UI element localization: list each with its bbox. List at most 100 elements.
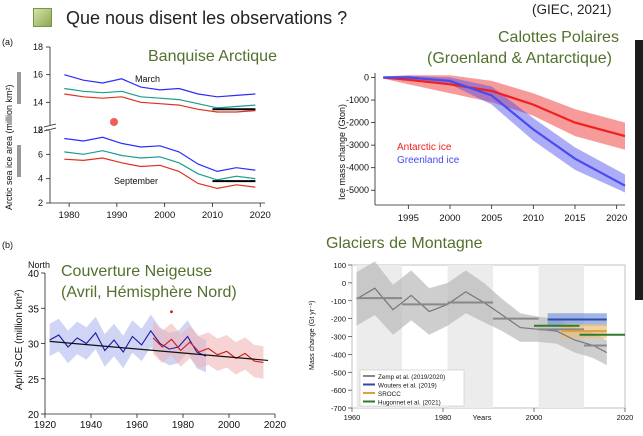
glacier-legend-box (359, 369, 465, 407)
ice-sheet-chart: 0 -1000 -2000 -3000 -4000 -5000 1995 2000 2005 20… (337, 73, 627, 224)
glacier-x-axis-label: Years (473, 413, 492, 422)
arctic-y-tick-label: 16 (33, 70, 43, 80)
arctic-scale-bar (17, 72, 21, 104)
arctic-x-tick-label: 2020 (250, 210, 271, 221)
slide-title: Que nous disent les observations ? (66, 8, 348, 28)
glacier-y-tick-label: -100 (331, 297, 346, 306)
arctic-x-tick-label: 1990 (106, 210, 127, 221)
glacier-legend-entry: SROCC (378, 391, 401, 398)
snow-x-tick-label: 1980 (172, 420, 195, 431)
arctic-march-series-line (64, 87, 256, 109)
arctic-scale-bar (17, 145, 21, 177)
snow-chart: (b) North 20 25 30 35 40 1920 1940 1960 1980 2000 20… (2, 240, 287, 431)
snow-title-2: (Avril, Hémisphère Nord) (61, 284, 237, 301)
window-edge (635, 40, 643, 300)
ice-x-tick-label: 2020 (606, 213, 627, 224)
snow-panel-label: (b) (2, 240, 13, 250)
snow-x-tick-label: 2000 (218, 420, 241, 431)
glacier-title: Glaciers de Montagne (326, 235, 483, 252)
snow-red-series-line (152, 337, 264, 364)
snow-corner-label: North (28, 260, 50, 270)
glacier-legend-entry: Zemp et al. (2019/2020) (378, 374, 445, 381)
arctic-y-tick-label: 2 (38, 198, 43, 208)
arctic-panel-label: (a) (2, 37, 13, 47)
glacier-x-tick-label: 1980 (435, 413, 452, 422)
glacier-x-tick-label: 2020 (617, 413, 634, 422)
snow-x-tick-label: 1920 (34, 420, 57, 431)
glacier-y-tick-label: -200 (331, 315, 346, 324)
glacier-y-tick-label: 100 (333, 261, 346, 270)
glacier-y-axis-label: Mass change (Gt yr⁻¹) (309, 301, 316, 370)
arctic-x-tick-label: 1980 (59, 210, 80, 221)
snow-x-tick-label: 1940 (80, 420, 103, 431)
ice-y-axis-label: Ice mass change (Gton) (337, 104, 347, 200)
arctic-axis-break-mark (43, 123, 57, 128)
ice-y-tick-label: -2000 (346, 118, 369, 128)
arctic-title: Banquise Arctique (148, 48, 277, 65)
glacier-uncertainty-band (356, 261, 607, 366)
snow-y-tick-label: 35 (28, 304, 40, 315)
ice-x-tick-label: 2005 (481, 213, 502, 224)
ice-x-tick-label: 2010 (523, 213, 544, 224)
ice-sheet-panel: 0 -1000 -2000 -3000 -4000 -5000 1995 2000 2005 20… (315, 35, 635, 250)
greenland-series-line (383, 76, 626, 187)
arctic-september-series-line (64, 136, 256, 173)
arctic-chart: (a) 12 14 16 18 2 4 6 8 1980 1990 2000 2010 2020 March… (2, 37, 271, 221)
glacier-panel: 100 0 -100 -200 -300 -400 -500 -600 -700 1960 1980… (300, 250, 643, 431)
arctic-marker-dot (110, 118, 118, 126)
snow-blue-series-line (49, 329, 207, 357)
ice-legend-antarctic: Antarctic ice (397, 142, 452, 153)
snow-y-tick-label: 20 (28, 410, 40, 421)
arctic-september-series-line (64, 157, 256, 190)
arctic-panel: (a) 12 14 16 18 2 4 6 8 1980 1990 2000 2010 2020 March… (0, 35, 290, 250)
arctic-march-label: March (135, 74, 160, 84)
antarctic-uncertainty-band (383, 75, 625, 150)
ice-y-tick-label: -3000 (346, 140, 369, 150)
arctic-y-tick-label: 4 (38, 174, 43, 184)
ice-x-tick-label: 1995 (398, 213, 419, 224)
snow-marker (170, 310, 173, 314)
glacier-legend-entry: Hugonnet et al. (2021) (378, 400, 441, 407)
snow-y-axis-label: April SCE (million km²) (14, 289, 25, 390)
arctic-y-tick-label: 8 (38, 125, 43, 135)
ice-y-tick-label: -5000 (346, 185, 369, 195)
ice-sheet-title-2: (Groenland & Antarctique) (427, 50, 612, 67)
snow-red-uncertainty-band (153, 321, 264, 379)
arctic-y-tick-label: 12 (33, 125, 43, 135)
glacier-y-tick-label: -600 (331, 386, 346, 395)
glacier-x-tick-label: 2000 (526, 413, 543, 422)
snow-x-tick-label: 2020 (264, 420, 287, 431)
ice-y-tick-label: -1000 (346, 95, 369, 105)
arctic-y-tick-label: 6 (38, 149, 43, 159)
arctic-march-series-line (64, 93, 256, 113)
arctic-x-tick-label: 2000 (154, 210, 175, 221)
glacier-x-tick-label: 1960 (344, 413, 361, 422)
snow-x-tick-label: 1960 (126, 420, 149, 431)
title-bullet-icon (33, 8, 52, 27)
arctic-september-series-line (64, 150, 256, 181)
source-citation: (GIEC, 2021) (532, 2, 612, 17)
ice-y-tick-label: 0 (364, 73, 369, 83)
glacier-legend-entry: Wouters et al. (2019) (378, 383, 437, 390)
glacier-y-tick-label: 0 (342, 279, 346, 288)
ice-x-tick-label: 2015 (564, 213, 585, 224)
arctic-y-tick-label: 18 (33, 42, 43, 52)
arctic-y-axis-label: Arctic sea ice area (million km²) (4, 84, 14, 210)
snow-title-1: Couverture Neigeuse (61, 263, 213, 280)
ice-sheet-title-1: Calottes Polaires (498, 29, 619, 46)
snow-trend-line (49, 340, 269, 362)
ice-legend-greenland: Greenland ice (397, 155, 460, 166)
arctic-march-series-line (64, 74, 256, 98)
glacier-y-tick-label: -500 (331, 368, 346, 377)
snow-panel: (b) North 20 25 30 35 40 1920 1940 1960 1980 2000 20… (0, 240, 290, 431)
glacier-y-tick-label: -300 (331, 333, 346, 342)
snow-y-tick-label: 40 (28, 269, 40, 280)
arctic-september-label: September (114, 176, 158, 186)
snow-y-tick-label: 25 (28, 375, 40, 386)
glacier-y-tick-label: -700 (331, 404, 346, 413)
arctic-axis-break (44, 125, 56, 131)
ice-x-tick-label: 2000 (439, 213, 460, 224)
ice-y-tick-label: -4000 (346, 163, 369, 173)
glacier-y-tick-label: -400 (331, 350, 346, 359)
